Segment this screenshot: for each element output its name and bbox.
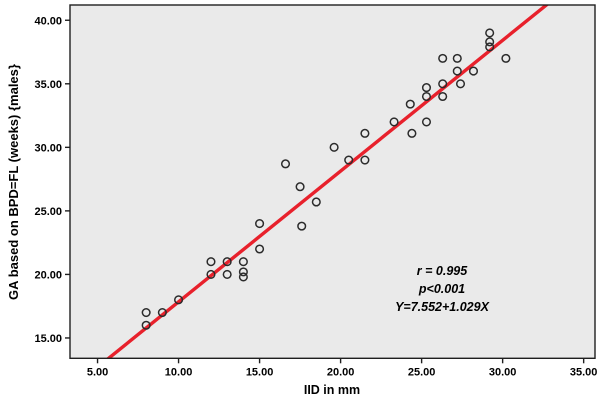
data-point	[421, 117, 432, 127]
data-point	[206, 257, 216, 267]
data-point	[438, 91, 448, 102]
data-point	[438, 79, 448, 89]
data-point	[157, 307, 167, 318]
data-point	[485, 37, 495, 47]
data-point	[452, 53, 462, 63]
y-axis-label: GA based on BPD=FL (weeks) {males}	[6, 64, 21, 300]
x-tick-label: 25.00	[408, 366, 436, 378]
data-point	[452, 66, 462, 76]
equation-text: Y=7.552+1.029X	[395, 300, 489, 314]
y-tick-label: 30.00	[34, 142, 62, 154]
data-point	[255, 219, 265, 229]
data-point	[421, 83, 432, 93]
data-point	[222, 269, 232, 279]
r-value-text: r = 0.995	[417, 264, 468, 278]
data-point	[174, 295, 184, 305]
data-point	[255, 244, 265, 254]
x-tick-label: 30.00	[489, 366, 517, 378]
x-tick-label: 5.00	[87, 366, 108, 378]
data-point	[141, 307, 151, 318]
data-point	[238, 267, 248, 277]
data-point	[238, 272, 248, 282]
x-tick-label: 10.00	[165, 366, 193, 378]
y-tick-label: 35.00	[34, 79, 62, 91]
data-point	[297, 221, 307, 231]
data-point	[206, 269, 216, 279]
data-point	[280, 159, 291, 169]
p-value-text: p<0.001	[418, 282, 465, 296]
data-point	[360, 155, 370, 165]
data-point	[485, 42, 495, 52]
data-point	[238, 257, 248, 267]
data-point	[389, 117, 399, 127]
stats-annotation: r = 0.995 p<0.001 Y=7.552+1.029X	[395, 264, 489, 314]
data-point	[222, 257, 232, 267]
plot-area	[70, 5, 595, 359]
data-point	[360, 128, 370, 138]
data-point	[141, 320, 151, 330]
data-point	[407, 128, 417, 138]
data-point	[329, 142, 339, 152]
y-tick-label: 20.00	[34, 269, 62, 281]
data-point	[344, 155, 354, 165]
data-point	[421, 91, 432, 102]
data-point	[485, 28, 495, 38]
x-tick-label: 35.00	[570, 366, 598, 378]
data-point	[468, 66, 479, 76]
plot-frame	[69, 4, 596, 359]
x-tick-label: 15.00	[246, 366, 274, 378]
regression-line	[105, 5, 550, 359]
data-point	[405, 99, 415, 109]
data-point	[455, 79, 466, 89]
data-point	[311, 197, 321, 207]
data-point	[501, 53, 511, 63]
y-tick-label: 40.00	[34, 15, 62, 27]
data-point	[295, 182, 305, 192]
y-tick-label: 25.00	[34, 206, 62, 218]
data-point	[438, 53, 448, 63]
y-tick-label: 15.00	[34, 333, 62, 345]
x-tick-label: 20.00	[327, 366, 355, 378]
x-axis-label: IID in mm	[304, 383, 360, 397]
